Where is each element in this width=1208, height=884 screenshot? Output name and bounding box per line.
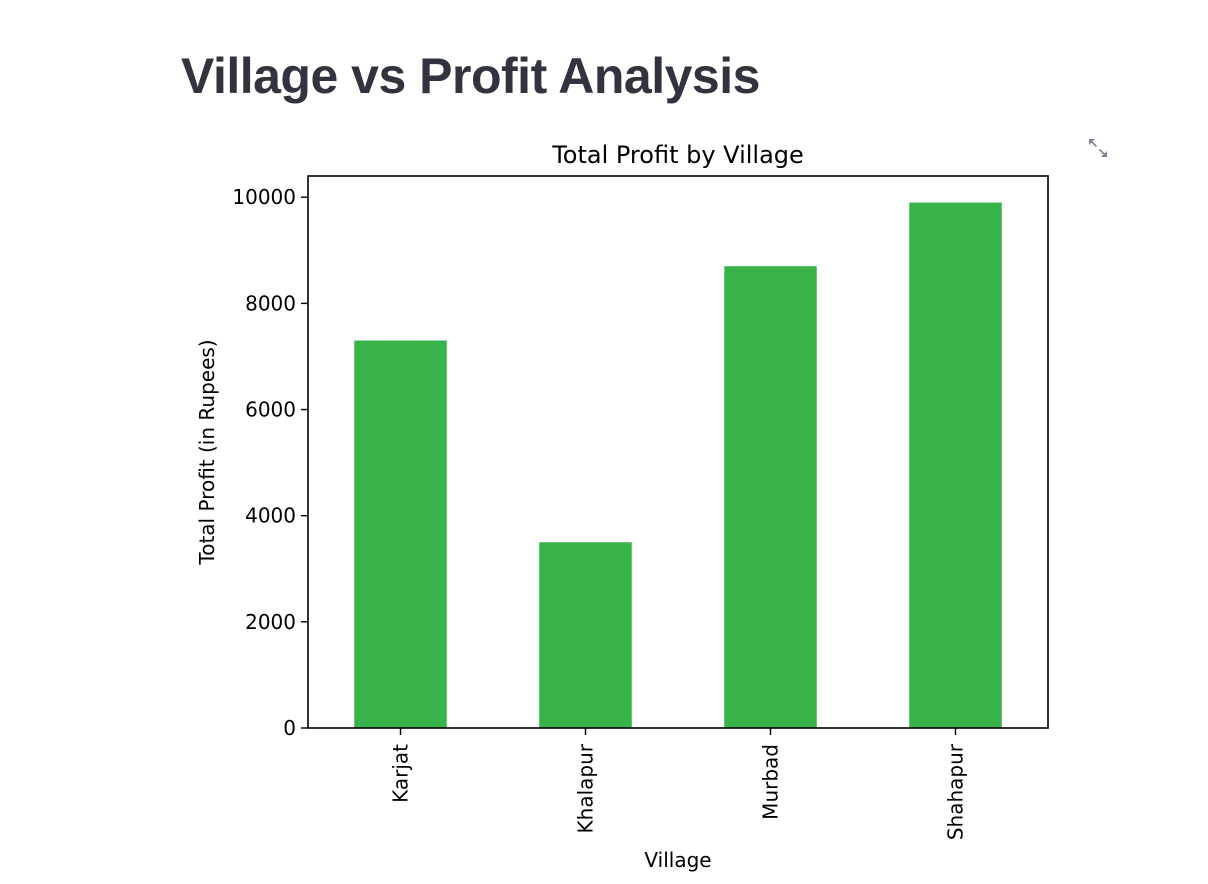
bar-karjat: [354, 340, 447, 728]
bar-shahapur: [909, 202, 1002, 729]
y-axis-label: Total Profit (in Rupees): [195, 339, 219, 565]
y-tick-label: 2000: [245, 610, 296, 634]
bar-murbad: [724, 266, 817, 728]
bar-khalapur: [539, 542, 632, 728]
y-axis-ticks: 0 2000 4000 6000 8000 10000: [232, 185, 308, 740]
x-tick-label: Murbad: [759, 744, 783, 820]
page-title: Village vs Profit Analysis: [181, 48, 760, 104]
x-tick-label: Khalapur: [574, 743, 598, 833]
x-axis-label: Village: [644, 848, 711, 872]
chart-title: Total Profit by Village: [551, 141, 804, 169]
x-tick-label: Shahapur: [944, 743, 968, 840]
y-tick-label: 0: [283, 716, 296, 740]
fullscreen-expand-icon: [1089, 139, 1107, 157]
x-axis-ticks: Karjat Khalapur Murbad Shahapur: [389, 728, 968, 840]
x-tick-label: Karjat: [389, 744, 413, 803]
y-tick-label: 6000: [245, 398, 296, 422]
plot-frame: [307, 175, 1049, 729]
y-tick-label: 8000: [245, 291, 296, 315]
expand-chart-button[interactable]: [1086, 136, 1110, 160]
y-tick-label: 10000: [232, 185, 296, 209]
y-tick-label: 4000: [245, 504, 296, 528]
bars-group: [354, 202, 1002, 729]
